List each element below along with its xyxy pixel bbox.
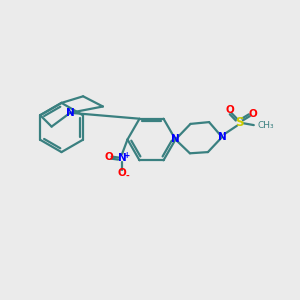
Text: N: N: [218, 132, 226, 142]
Text: -: -: [125, 172, 129, 181]
Text: N: N: [118, 153, 127, 163]
Text: O: O: [118, 168, 127, 178]
Text: O: O: [248, 109, 257, 119]
Text: N: N: [171, 134, 180, 145]
Text: O: O: [104, 152, 113, 162]
Text: O: O: [225, 105, 234, 115]
Text: S: S: [235, 116, 244, 129]
Text: CH₃: CH₃: [258, 121, 274, 130]
Text: N: N: [66, 108, 75, 118]
Text: +: +: [124, 151, 130, 160]
